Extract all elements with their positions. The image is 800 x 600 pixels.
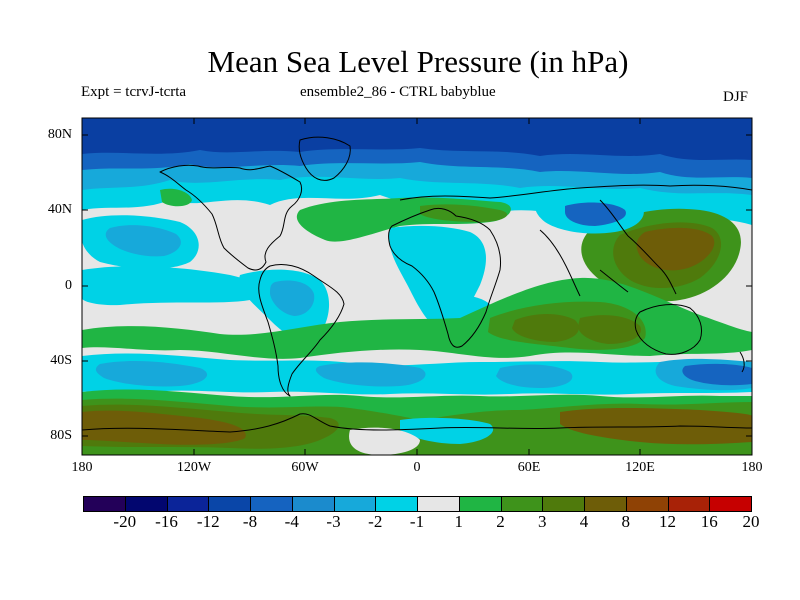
experiment-label: Expt = tcrvJ-tcrta	[81, 84, 187, 100]
coast-antarctica	[82, 413, 752, 433]
lat-label-40s: 40S	[50, 353, 72, 368]
sh-negative-pacific-east-core	[682, 363, 752, 386]
colorbar-label: -12	[196, 512, 220, 531]
colorbar-swatch	[208, 496, 251, 512]
colorbar-swatch	[124, 496, 168, 512]
colorbar-label: 12	[659, 512, 676, 531]
coast-australia	[634, 304, 703, 355]
chart-title: Mean Sea Level Pressure (in hPa)	[207, 44, 629, 79]
colorbar-label: -2	[368, 512, 383, 531]
coast-europe-africa	[388, 207, 501, 348]
colorbar-label: 4	[579, 512, 589, 531]
colorbar-label: 20	[742, 512, 760, 531]
colorbar-label: 16	[700, 512, 718, 531]
coast-greenland	[298, 136, 351, 181]
antarctic-high-east	[560, 408, 752, 445]
colorbar-swatch	[375, 496, 418, 512]
trop-negative-pacific	[82, 266, 261, 306]
lat-label-80s: 80S	[50, 428, 72, 443]
lon-label-120w: 120W	[176, 460, 212, 475]
colorbar-swatch	[291, 496, 335, 512]
colorbar-label: -1	[409, 512, 425, 531]
nh-positive-pacific	[160, 188, 192, 207]
colorbar-label: 8	[621, 512, 631, 531]
antarctic-neutral-patch	[349, 427, 420, 455]
coast-eurasia	[399, 184, 752, 297]
sh-positive-indian-peak	[512, 314, 579, 342]
antarctic-negative-patch	[400, 417, 494, 444]
colorbar-swatch	[166, 496, 210, 512]
coast-south-america	[258, 263, 345, 397]
colorbar-swatch	[625, 496, 669, 512]
colorbar-swatch	[417, 496, 460, 512]
nh-positive-westpac-peak	[636, 227, 715, 271]
colorbar-swatch	[542, 496, 585, 512]
colorbar-label: -3	[326, 512, 341, 531]
colorbar-label: -8	[242, 512, 258, 531]
colorbar-swatch	[584, 496, 627, 512]
lat-label-0: 0	[65, 278, 72, 293]
lat-label-80n: 80N	[47, 127, 72, 142]
colorbar-swatch	[709, 496, 752, 512]
colorbar-label: -20	[113, 512, 137, 531]
sh-negative-pacific-core	[95, 361, 208, 387]
lon-label-60w: 60W	[291, 460, 319, 475]
colorbar-label: 3	[538, 512, 547, 531]
lon-label-60e: 60E	[517, 460, 541, 475]
colorbar-swatch	[458, 496, 502, 512]
colorbar-label: -4	[284, 512, 299, 531]
antarctic-high-peak	[82, 410, 246, 445]
coastlines	[82, 136, 752, 433]
nh-negative-asia-core	[565, 202, 626, 226]
lon-label-180w: 180	[71, 460, 93, 475]
colorbar-swatch	[83, 496, 126, 512]
colorbar-label: -16	[155, 512, 178, 531]
colorbar-swatch	[667, 496, 711, 512]
nh-negative-pacific-core	[105, 225, 181, 257]
colorbar-swatch	[250, 496, 293, 512]
sh-positive-australia-core	[578, 315, 641, 344]
season-label: DJF	[723, 89, 749, 105]
lon-label-0: 0	[413, 460, 421, 475]
lon-label-180e: 180	[741, 460, 763, 475]
colorbar-label: 1	[454, 512, 464, 531]
map-ticks	[82, 118, 752, 455]
trop-negative-samerica-core	[270, 280, 315, 316]
colorbar-swatch	[500, 496, 544, 512]
lon-label-120e: 120E	[625, 460, 655, 475]
ensemble-label: ensemble2_86 - CTRL babyblue	[300, 84, 496, 100]
colorbar-swatch	[333, 496, 377, 512]
sh-negative-atlantic-core	[315, 362, 426, 387]
coast-north-america	[159, 164, 303, 271]
sh-negative-indian-core	[496, 364, 573, 388]
lat-label-40n: 40N	[47, 202, 72, 217]
arctic-low-core	[82, 118, 752, 160]
coast-new-zealand	[739, 351, 745, 373]
colorbar-label: 2	[496, 512, 505, 531]
